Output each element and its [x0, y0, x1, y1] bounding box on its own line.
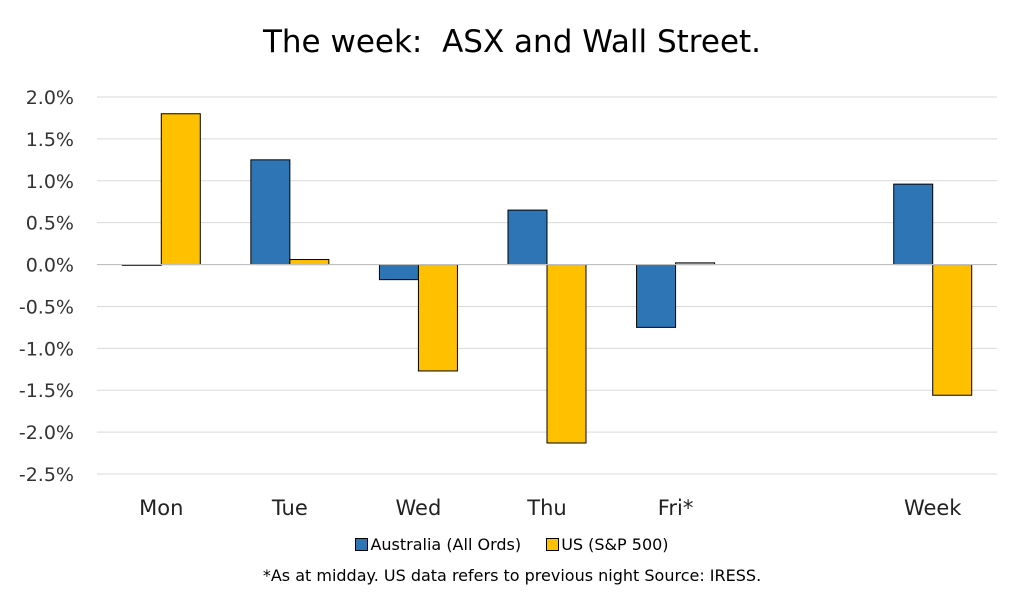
chart-title: The week: ASX and Wall Street. — [262, 24, 762, 60]
bar-us — [546, 264, 587, 444]
bar-australia — [507, 209, 548, 266]
legend: Australia (All Ords) US (S&P 500) — [0, 534, 1024, 554]
y-axis-ticks: 2.0% 1.5% 1.0% 0.5% 0.0% -0.5% -1.0% -1.5% -2.0%… — [19, 87, 74, 486]
bar-us — [932, 264, 973, 396]
legend-item-australia: Australia (All Ords) — [355, 535, 521, 554]
bar-chart: 2.0% 1.5% 1.0% 0.5% 0.0% -0.5% -1.0% -1.5% -2.0%… — [19, 87, 997, 520]
legend-swatch-us — [546, 538, 560, 551]
y-tick-label: 1.0% — [26, 171, 74, 193]
y-tick-label: -2.5% — [19, 464, 74, 486]
bar-australia — [378, 264, 419, 281]
footnote: *As at midday. US data refers to previou… — [262, 566, 762, 585]
category-label: Week — [904, 496, 962, 520]
category-label: Tue — [271, 496, 308, 520]
legend-swatch-australia — [355, 538, 369, 551]
y-tick-label: 1.5% — [26, 129, 74, 151]
bars — [121, 113, 973, 444]
category-labels: Mon Tue Wed Thu Fri* Week — [139, 496, 962, 520]
y-tick-label: 0.0% — [26, 255, 74, 277]
category-label: Thu — [526, 496, 566, 520]
category-label: Fri* — [658, 496, 694, 520]
bar-us — [417, 264, 458, 372]
legend-label-us: US (S&P 500) — [561, 535, 669, 554]
y-tick-label: 0.5% — [26, 213, 74, 235]
category-label: Mon — [139, 496, 183, 520]
bar-australia — [893, 183, 934, 266]
bar-us — [160, 113, 201, 266]
legend-item-us: US (S&P 500) — [546, 535, 669, 554]
y-tick-label: -2.0% — [19, 422, 74, 444]
y-tick-label: -1.0% — [19, 338, 74, 360]
y-tick-label: -0.5% — [19, 296, 74, 318]
category-label: Wed — [396, 496, 442, 520]
legend-label-australia: Australia (All Ords) — [370, 535, 522, 554]
y-tick-label: 2.0% — [26, 87, 74, 109]
bar-australia — [636, 264, 677, 328]
bar-australia — [250, 159, 291, 266]
y-tick-label: -1.5% — [19, 380, 74, 402]
bar-us — [289, 259, 330, 266]
